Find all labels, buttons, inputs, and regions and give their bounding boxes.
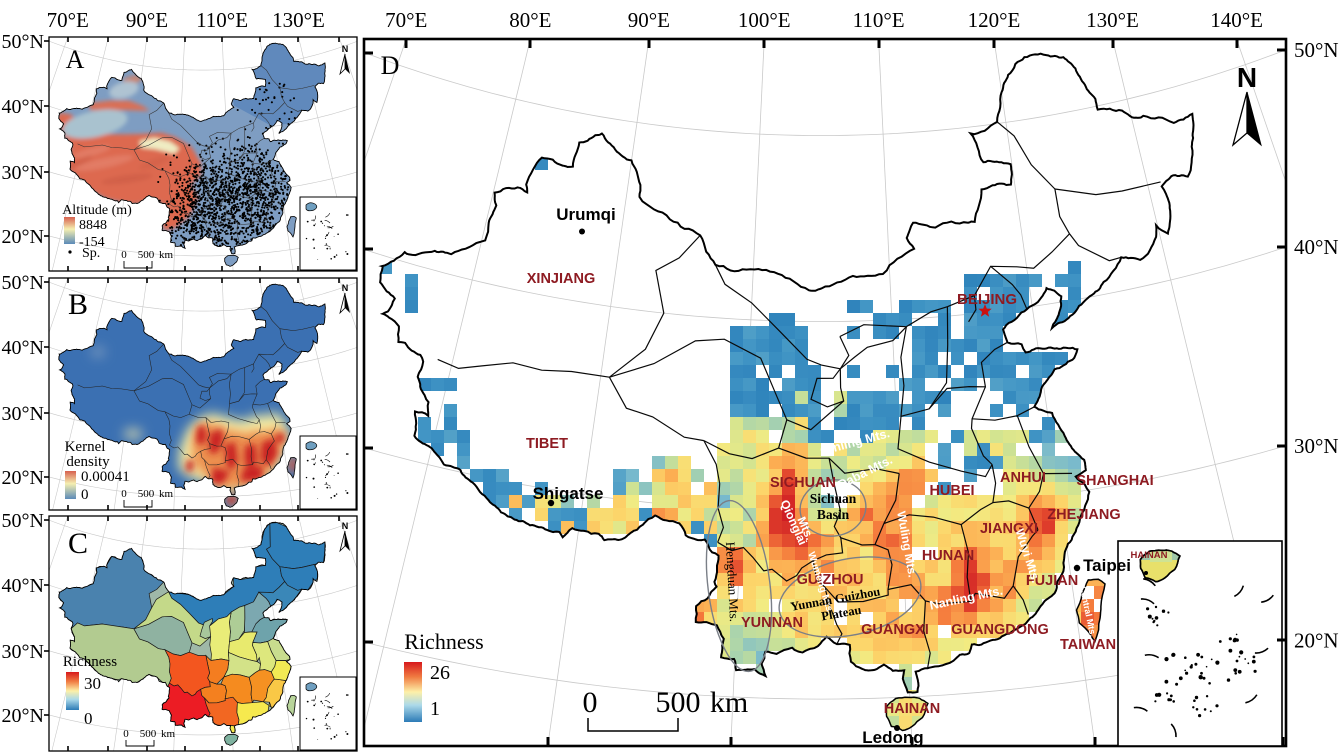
svg-text:JIANGXI: JIANGXI xyxy=(980,521,1038,537)
svg-text:20°N: 20°N xyxy=(1294,628,1339,652)
svg-text:130°E: 130°E xyxy=(1086,8,1139,32)
svg-text:0: 0 xyxy=(81,487,89,503)
svg-text:0: 0 xyxy=(121,249,127,261)
svg-text:Altitude (m): Altitude (m) xyxy=(62,203,132,218)
svg-text:HAINAN: HAINAN xyxy=(1131,550,1168,561)
svg-text:Kernel: Kernel xyxy=(65,439,106,455)
svg-text:-154: -154 xyxy=(79,235,105,250)
svg-text:Shigatse: Shigatse xyxy=(533,484,604,503)
svg-text:70°E: 70°E xyxy=(385,8,427,32)
svg-text:km: km xyxy=(161,728,176,740)
svg-text:km: km xyxy=(159,249,174,261)
svg-text:40°N: 40°N xyxy=(2,575,44,597)
svg-text:YUNNAN: YUNNAN xyxy=(741,615,803,631)
svg-text:BEIJING: BEIJING xyxy=(957,291,1017,308)
svg-text:70°E: 70°E xyxy=(47,8,89,32)
svg-text:30°N: 30°N xyxy=(2,641,44,663)
svg-text:500: 500 xyxy=(138,488,155,500)
svg-text:Sp.: Sp. xyxy=(82,246,100,261)
svg-text:Richness: Richness xyxy=(404,629,483,654)
svg-text:XINJIANG: XINJIANG xyxy=(527,271,596,287)
svg-text:120°E: 120°E xyxy=(968,8,1021,32)
svg-text:110°E: 110°E xyxy=(853,8,905,32)
svg-text:130°E: 130°E xyxy=(272,8,325,32)
svg-text:500: 500 xyxy=(138,249,155,261)
svg-text:20°N: 20°N xyxy=(2,467,44,489)
svg-text:30°N: 30°N xyxy=(2,403,44,425)
svg-text:500: 500 xyxy=(656,686,701,719)
svg-text:density: density xyxy=(66,454,110,470)
svg-text:HAINAN: HAINAN xyxy=(884,701,940,717)
svg-text:20°N: 20°N xyxy=(2,226,44,248)
svg-text:50°N: 50°N xyxy=(1294,38,1339,62)
svg-text:90°E: 90°E xyxy=(126,8,168,32)
svg-text:8848: 8848 xyxy=(79,218,107,233)
svg-text:140°E: 140°E xyxy=(1210,8,1263,32)
svg-text:Basin: Basin xyxy=(817,507,850,522)
svg-text:N: N xyxy=(1237,62,1257,93)
svg-text:90°E: 90°E xyxy=(628,8,670,32)
svg-text:40°N: 40°N xyxy=(1294,235,1339,259)
svg-text:ANHUI: ANHUI xyxy=(1000,470,1046,486)
svg-text:D: D xyxy=(381,51,400,80)
svg-text:110°E: 110°E xyxy=(196,8,248,32)
svg-text:0.00041: 0.00041 xyxy=(81,469,130,485)
svg-text:TAIWAN: TAIWAN xyxy=(1060,637,1116,653)
svg-text:1: 1 xyxy=(430,698,440,720)
svg-text:50°N: 50°N xyxy=(2,510,44,532)
svg-text:C: C xyxy=(68,527,88,560)
svg-text:km: km xyxy=(159,488,174,500)
svg-text:N: N xyxy=(342,44,349,54)
svg-text:ZHEJIANG: ZHEJIANG xyxy=(1047,507,1120,523)
svg-text:HUBEI: HUBEI xyxy=(929,483,974,499)
svg-text:Hengduan Mts.: Hengduan Mts. xyxy=(723,541,742,622)
svg-text:500: 500 xyxy=(140,728,157,740)
svg-text:Ledong: Ledong xyxy=(862,728,923,747)
svg-text:26: 26 xyxy=(430,662,450,684)
svg-text:SICHUAN: SICHUAN xyxy=(770,475,836,491)
svg-text:GUANGDONG: GUANGDONG xyxy=(951,622,1048,638)
svg-text:Richness: Richness xyxy=(63,654,117,670)
svg-text:km: km xyxy=(710,686,748,719)
svg-text:B: B xyxy=(68,288,88,321)
svg-text:0: 0 xyxy=(84,709,93,728)
svg-text:TIBET: TIBET xyxy=(526,436,568,452)
svg-text:20°N: 20°N xyxy=(2,705,44,727)
svg-text:50°N: 50°N xyxy=(2,272,44,294)
svg-text:0: 0 xyxy=(121,488,127,500)
svg-text:0: 0 xyxy=(583,686,598,719)
svg-text:50°N: 50°N xyxy=(2,31,44,53)
svg-text:Plateau: Plateau xyxy=(820,603,862,624)
svg-text:30°N: 30°N xyxy=(1294,434,1339,458)
svg-text:40°N: 40°N xyxy=(2,337,44,359)
svg-text:Urumqi: Urumqi xyxy=(556,205,616,224)
svg-text:30: 30 xyxy=(84,674,101,693)
svg-text:Sichuan: Sichuan xyxy=(810,491,857,506)
svg-text:GUANGXI: GUANGXI xyxy=(861,622,929,638)
svg-text:30°N: 30°N xyxy=(2,162,44,184)
svg-text:0: 0 xyxy=(123,728,129,740)
svg-text:40°N: 40°N xyxy=(2,96,44,118)
svg-text:A: A xyxy=(66,45,85,74)
svg-text:SHANGHAI: SHANGHAI xyxy=(1076,473,1153,489)
svg-text:N: N xyxy=(342,521,349,531)
svg-text:N: N xyxy=(342,283,349,293)
svg-text:Taipei: Taipei xyxy=(1083,556,1131,575)
svg-text:FUJIAN: FUJIAN xyxy=(1026,573,1078,589)
svg-text:80°E: 80°E xyxy=(509,8,551,32)
svg-text:GUIZHOU: GUIZHOU xyxy=(797,572,864,588)
svg-text:100°E: 100°E xyxy=(738,8,791,32)
svg-text:HUNAN: HUNAN xyxy=(922,548,974,564)
